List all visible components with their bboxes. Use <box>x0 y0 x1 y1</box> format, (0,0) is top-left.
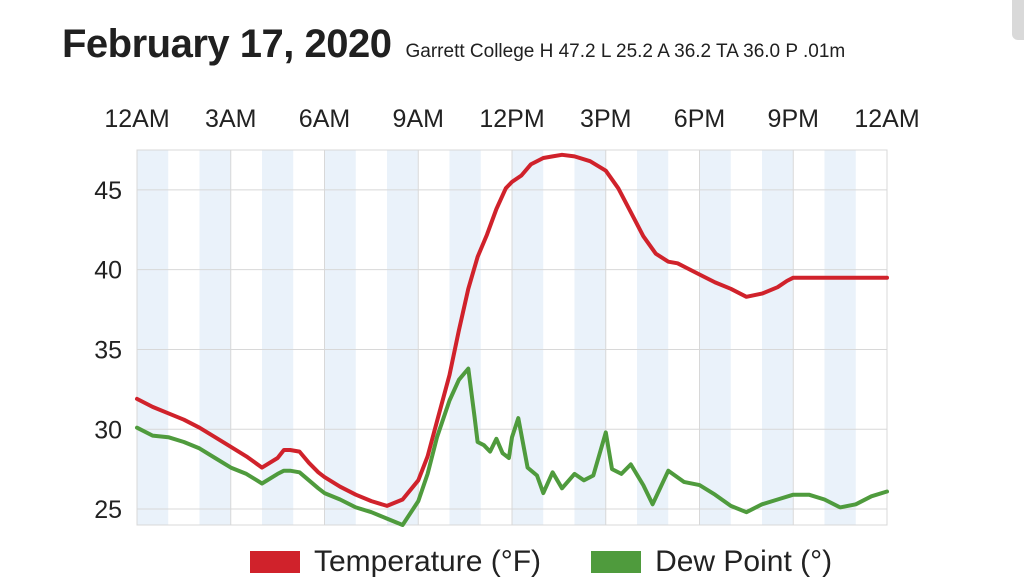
x-tick-label: 12AM <box>104 105 169 133</box>
hour-band <box>449 150 481 525</box>
x-tick-label: 3PM <box>580 105 631 133</box>
x-tick-label: 3AM <box>205 105 256 133</box>
x-tick-label: 9AM <box>393 105 444 133</box>
x-tick-label: 6PM <box>674 105 725 133</box>
hour-band <box>137 150 169 525</box>
weather-chart: 12AM 3AM 6AM 9AM 12PM 3PM 6PM 9PM 12AM 25 30 35 40 4… <box>94 105 920 527</box>
temperature-line <box>135 152 889 508</box>
chart-header: February 17, 2020 Garrett College H 47.2… <box>62 22 845 67</box>
y-axis-ticks: 25 30 35 40 45 <box>94 177 122 524</box>
x-tick-label: 12PM <box>479 105 544 133</box>
temperature-legend-label: Temperature (°F) <box>314 545 542 578</box>
date-title: February 17, 2020 <box>62 22 392 66</box>
y-tick-label: 30 <box>94 416 122 444</box>
dew-point-line <box>135 366 889 527</box>
hour-band <box>387 150 419 525</box>
hour-band <box>699 150 731 525</box>
hour-band <box>637 150 669 525</box>
x-tick-label: 6AM <box>299 105 350 133</box>
y-tick-label: 40 <box>94 257 122 285</box>
x-tick-label: 9PM <box>768 105 819 133</box>
hour-band <box>762 150 794 525</box>
grid-lines <box>136 149 888 526</box>
hour-bands <box>137 150 856 525</box>
hour-band <box>824 150 856 525</box>
x-axis-ticks: 12AM 3AM 6AM 9AM 12PM 3PM 6PM 9PM 12AM <box>104 105 919 133</box>
dew-point-swatch <box>591 551 642 573</box>
y-tick-label: 35 <box>94 336 122 364</box>
plot-border <box>136 149 888 526</box>
legend-item-temperature[interactable]: Temperature (°F) <box>250 545 541 579</box>
hour-band <box>574 150 606 525</box>
series-lines <box>135 152 889 527</box>
chart-legend: Temperature (°F) Dew Point (°) <box>250 545 882 579</box>
station-summary: Garrett College H 47.2 L 25.2 A 36.2 TA … <box>405 41 846 62</box>
x-tick-label: 12AM <box>854 105 919 133</box>
y-tick-label: 25 <box>94 496 122 524</box>
dew-point-legend-label: Dew Point (°) <box>655 545 833 578</box>
corner-tab <box>1012 0 1024 40</box>
hour-band <box>324 150 356 525</box>
y-tick-label: 45 <box>94 177 122 205</box>
legend-item-dew-point[interactable]: Dew Point (°) <box>591 545 832 579</box>
hour-band <box>199 150 231 525</box>
temperature-swatch <box>250 551 300 573</box>
